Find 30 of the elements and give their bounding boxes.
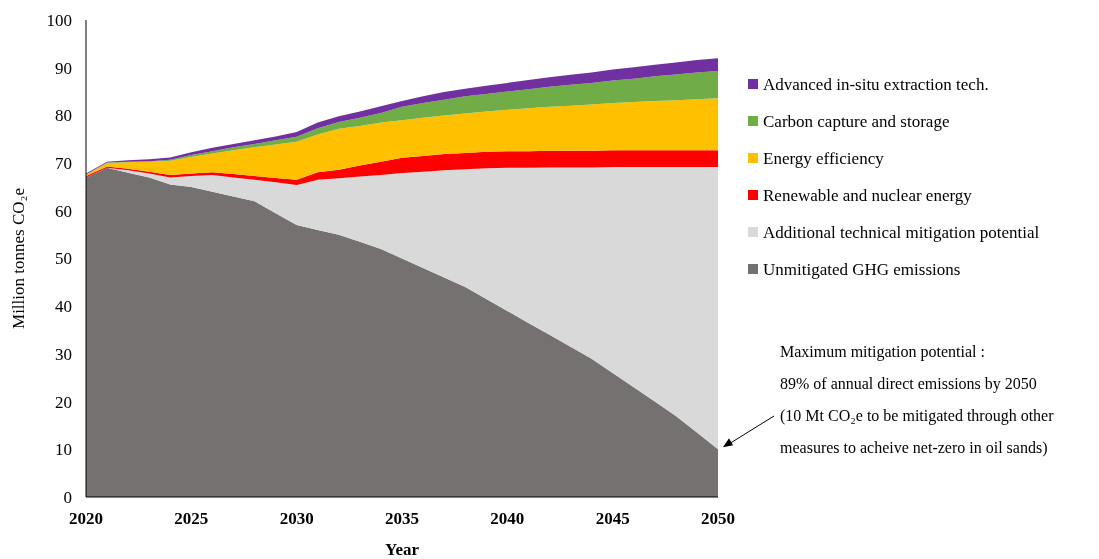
y-tick-label: 70 <box>55 154 72 174</box>
legend-label: Carbon capture and storage <box>763 111 950 131</box>
legend-label: Unmitigated GHG emissions <box>763 259 961 279</box>
text: (10 Mt CO₂e to be mitigated through other <box>780 407 1055 425</box>
y-tick-label: 90 <box>55 58 72 78</box>
x-axis-title: Year <box>385 540 420 559</box>
x-tick-label: 2020 <box>69 509 103 528</box>
text: Maximum mitigation potential : <box>780 343 985 361</box>
legend-label: Additional technical mitigation potential <box>763 222 1040 242</box>
x-tick-label: 2050 <box>701 509 735 528</box>
y-tick-label: 30 <box>55 344 72 364</box>
y-tick-label: 40 <box>55 297 72 317</box>
text: measures to acheive net-zero in oil sands) <box>780 439 1048 457</box>
x-tick-label: 2025 <box>174 509 209 528</box>
y-tick-label: 0 <box>63 487 72 507</box>
x-tick-label: 2035 <box>385 509 419 528</box>
text: 89% of annual direct emissions by 2050 <box>780 375 1037 393</box>
y-tick-label: 50 <box>55 249 72 269</box>
y-tick-label: 60 <box>55 201 72 221</box>
x-tick-label: 2030 <box>279 509 314 528</box>
legend-label: Advanced in-situ extraction tech. <box>763 74 989 94</box>
y-tick-label: 100 <box>46 10 72 30</box>
x-tick-label: 2040 <box>490 509 525 528</box>
legend-label: Renewable and nuclear energy <box>763 185 973 205</box>
y-tick-label: 10 <box>55 440 72 460</box>
y-tick-label: 20 <box>55 392 72 412</box>
y-tick-label: 80 <box>55 106 72 126</box>
y-axis-title: Million tonnes CO₂e <box>9 188 28 329</box>
x-tick-label: 2045 <box>595 509 630 528</box>
legend-label: Energy efficiency <box>763 148 885 168</box>
